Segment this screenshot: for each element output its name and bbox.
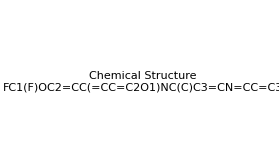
Text: Chemical Structure
FC1(F)OC2=CC(=CC=C2O1)NC(C)C3=CN=CC=C3: Chemical Structure FC1(F)OC2=CC(=CC=C2O1… <box>3 71 279 93</box>
